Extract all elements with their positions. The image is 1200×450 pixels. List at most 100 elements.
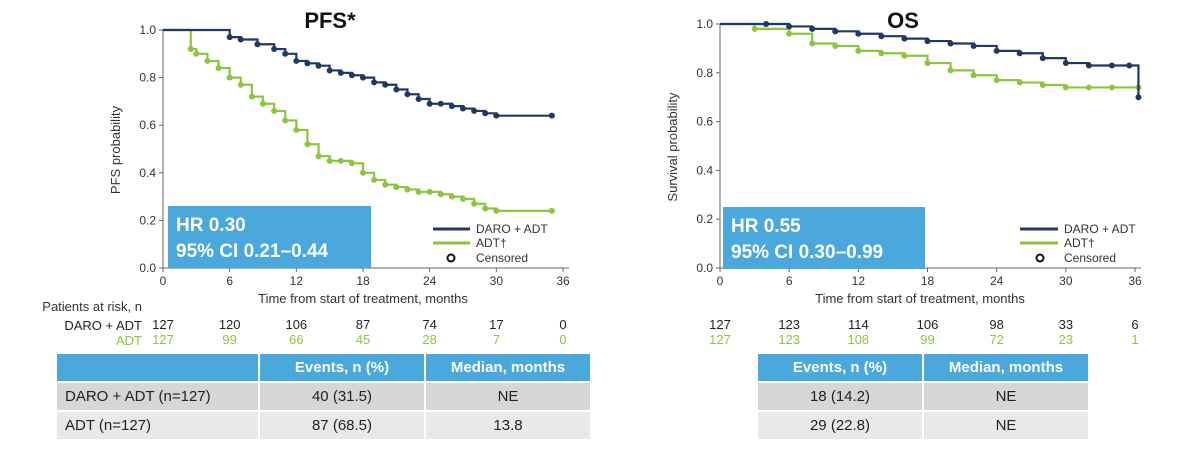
pfs-row-events: 40 (31.5) (260, 383, 424, 410)
os-daro-censor-point (763, 21, 770, 27)
os-x-axis-label: Time from start of treatment, months (815, 291, 1025, 306)
pfs-adt-censor-point (293, 126, 300, 133)
pfs-daro-censor-point (271, 46, 278, 53)
pfs-legend-adt: ADT† (476, 236, 507, 250)
pfs-at-risk-daro-value: 87 (356, 317, 370, 332)
os-adt-censor-point (901, 52, 908, 59)
pfs-adt-censor-point (193, 50, 200, 57)
pfs-daro-censor-point (426, 100, 433, 107)
pfs-hr-text: HR 0.30 (176, 215, 246, 236)
os-daro-censor-point (878, 33, 885, 40)
at-risk-daro-label: DARO + ADT (64, 318, 142, 333)
pfs-adt-censor-point (548, 207, 555, 214)
pfs-x-axis-label: Time from start of treatment, months (258, 291, 468, 306)
pfs-y-tick-label: 1.0 (139, 23, 156, 37)
pfs-at-risk-adt-value: 66 (289, 332, 303, 347)
os-at-risk-daro-value: 33 (1059, 317, 1073, 332)
pfs-row-label: DARO + ADT (n=127) (57, 383, 258, 410)
pfs-adt-censor-point (393, 184, 400, 191)
table-row: ADT (n=127) 87 (68.5) 13.8 (57, 412, 590, 439)
pfs-adt-censor-point (493, 207, 500, 214)
at-risk-title: Patients at risk, n (42, 299, 142, 314)
pfs-adt-censor-point (382, 181, 389, 188)
os-y-tick-label: 0.0 (696, 261, 713, 275)
os-daro-censor-point (970, 42, 977, 49)
os-daro-censor-point (993, 47, 1000, 54)
pfs-daro-censor-point (382, 81, 389, 88)
pfs-at-risk-daro-value: 120 (219, 317, 241, 332)
pfs-adt-censor-point (448, 193, 455, 200)
pfs-row-label: ADT (n=127) (57, 412, 258, 439)
pfs-daro-censor-point (548, 112, 555, 119)
os-adt-censor-point (924, 60, 931, 67)
pfs-daro-censor-point (237, 36, 244, 43)
pfs-daro-censor-point (404, 91, 411, 98)
os-adt-censor-point (1016, 79, 1023, 86)
os-legend-daro: DARO + ADT (1064, 222, 1136, 236)
os-hr-text: HR 0.55 (731, 216, 801, 237)
os-legend-censored: Censored (1064, 251, 1116, 265)
os-adt-censor-point (1062, 84, 1069, 91)
os-adt-censor-point (1039, 82, 1046, 88)
table-row: 18 (14.2) NE (758, 383, 1088, 410)
os-y-tick-label: 0.6 (696, 115, 713, 129)
os-at-risk-daro-value: 6 (1131, 317, 1138, 332)
pfs-daro-censor-point (393, 86, 400, 93)
pfs-adt-censor-point (226, 74, 233, 81)
pfs-ci-text: 95% CI 0.21–0.44 (176, 241, 329, 262)
pfs-daro-censor-point (326, 67, 333, 74)
pfs-y-axis-label: PFS probability (108, 105, 123, 194)
pfs-at-risk-adt-value: 45 (356, 332, 370, 347)
pfs-x-tick-label: 30 (490, 274, 504, 288)
pfs-adt-censor-point (482, 205, 489, 212)
os-daro-censor-point (1016, 50, 1023, 57)
pfs-table-header-median: Median, months (426, 354, 590, 381)
pfs-adt-censor-point (460, 195, 466, 202)
pfs-adt-censor-point (337, 157, 344, 164)
os-y-tick-label: 0.8 (696, 66, 713, 80)
pfs-y-tick-label: 0.6 (139, 118, 156, 132)
pfs-daro-censor-point (254, 41, 261, 48)
pfs-at-risk-daro-value: 17 (489, 317, 503, 332)
pfs-x-tick-label: 6 (226, 274, 233, 288)
os-daro-censor-point (1108, 62, 1115, 69)
os-daro-censor-point (924, 38, 931, 45)
pfs-x-tick-label: 12 (290, 274, 304, 288)
pfs-series-daro-line (163, 28, 552, 117)
pfs-row-median: NE (426, 383, 590, 410)
pfs-daro-censor-point (282, 50, 289, 57)
os-x-tick-label: 0 (717, 274, 724, 288)
os-adt-censor-point (1085, 84, 1092, 91)
pfs-adt-censor-point (471, 200, 478, 207)
os-at-risk-adt-value: 123 (778, 332, 800, 347)
pfs-y-tick-label: 0.4 (139, 166, 156, 180)
pfs-at-risk-daro-value: 74 (422, 317, 436, 332)
pfs-y-tick-label: 0.2 (139, 213, 156, 227)
os-row-events: 29 (22.8) (758, 412, 922, 439)
os-x-tick-label: 18 (921, 274, 935, 288)
pfs-at-risk-daro-value: 106 (285, 317, 307, 332)
pfs-legend-daro: DARO + ADT (476, 222, 548, 236)
os-legend-adt: ADT† (1064, 236, 1095, 250)
pfs-row-events: 87 (68.5) (260, 412, 424, 439)
pfs-adt-censor-point (437, 191, 444, 198)
os-y-tick-label: 1.0 (696, 17, 713, 31)
pfs-legend-censored: Censored (476, 251, 528, 265)
pfs-adt-censor-point (237, 81, 244, 88)
os-y-tick-label: 0.4 (696, 163, 713, 177)
pfs-adt-censor-point (260, 100, 266, 107)
pfs-hr-box (168, 206, 371, 268)
os-daro-censor-point (947, 40, 954, 47)
pfs-daro-censor-point (437, 100, 444, 107)
pfs-daro-censor-point (226, 34, 233, 41)
os-at-risk-adt-value: 23 (1059, 332, 1073, 347)
pfs-adt-censor-point (282, 117, 289, 124)
os-adt-censor-point (832, 42, 839, 49)
os-at-risk-daro-value: 114 (848, 317, 869, 332)
os-daro-censor-point (809, 25, 816, 32)
pfs-x-tick-label: 24 (423, 274, 437, 288)
pfs-y-tick-label: 0.0 (139, 261, 156, 275)
os-adt-censor-point (855, 47, 862, 54)
os-at-risk-adt-value: 127 (709, 332, 731, 347)
